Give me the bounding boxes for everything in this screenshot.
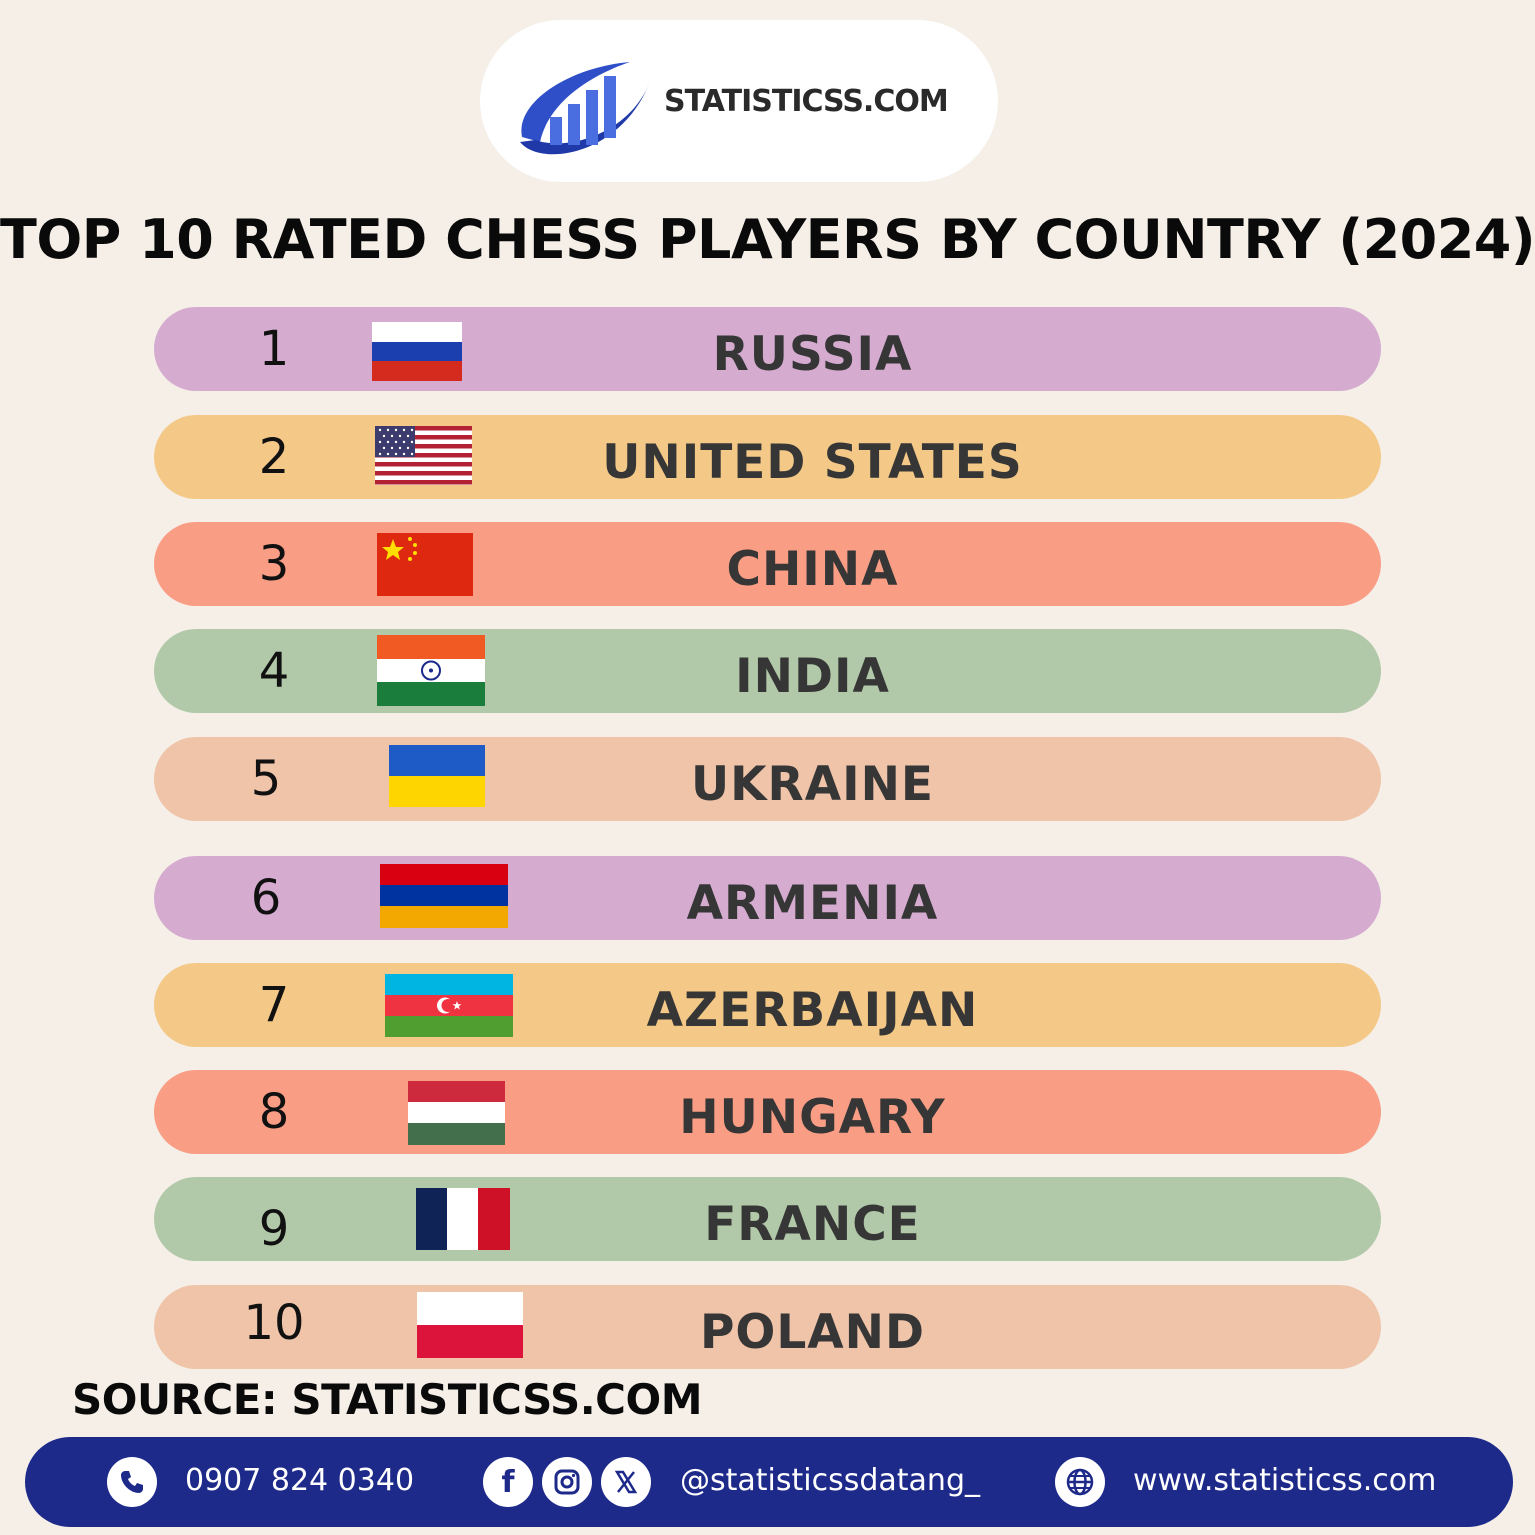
rank-number: 2 (258, 429, 290, 485)
india-flag-icon (377, 635, 485, 706)
poland-flag-icon (417, 1292, 523, 1358)
list-item: 9 FRANCE (154, 1177, 1381, 1261)
list-item: 6 ARMENIA (154, 856, 1381, 940)
footer-bar: 0907 824 0340 f @statisticssdatang_ www.… (25, 1437, 1513, 1527)
country-name: HUNGARY (679, 1090, 946, 1145)
phone-icon[interactable] (107, 1457, 157, 1507)
phone-number[interactable]: 0907 824 0340 (185, 1463, 415, 1498)
statisticss-logo-icon (520, 62, 650, 155)
rank-number: 6 (250, 870, 282, 926)
social-handle[interactable]: @statisticssdatang_ (680, 1463, 980, 1498)
rank-number: 3 (258, 536, 290, 592)
globe-icon[interactable] (1055, 1457, 1105, 1507)
rank-number: 8 (258, 1084, 290, 1140)
list-item: 1 RUSSIA (154, 307, 1381, 391)
country-name: UKRAINE (690, 757, 935, 812)
ukraine-flag-icon (389, 745, 485, 807)
list-item: 4 INDIA (154, 629, 1381, 713)
country-name: FRANCE (704, 1197, 921, 1252)
list-item: 7 AZERBAIJAN (154, 963, 1381, 1047)
armenia-flag-icon (380, 864, 508, 928)
list-item: 3 CHINA (154, 522, 1381, 606)
list-item: 5 UKRAINE (154, 737, 1381, 821)
country-name: UNITED STATES (602, 435, 1023, 490)
country-name: POLAND (699, 1305, 926, 1360)
rank-number: 4 (258, 643, 290, 699)
rank-number: 10 (243, 1295, 305, 1351)
x-icon[interactable] (601, 1457, 651, 1507)
list-item: 2 UNITED STATES (154, 415, 1381, 499)
logo-badge: STATISTICSS.COM (480, 20, 998, 182)
azerbaijan-flag-icon (385, 974, 513, 1037)
website-link[interactable]: www.statisticss.com (1133, 1463, 1437, 1498)
instagram-icon[interactable] (542, 1457, 592, 1507)
rank-number: 5 (250, 751, 282, 807)
country-name: CHINA (726, 542, 899, 597)
facebook-icon[interactable]: f (483, 1457, 533, 1507)
page-title: TOP 10 RATED CHESS PLAYERS BY COUNTRY (2… (0, 208, 1535, 271)
logo-text: STATISTICSS.COM (664, 84, 949, 119)
rank-number: 1 (258, 321, 290, 377)
source-label: SOURCE: STATISTICSS.COM (72, 1375, 703, 1424)
rank-number: 9 (258, 1201, 290, 1257)
usa-flag-icon (375, 426, 472, 485)
country-name: AZERBAIJAN (646, 983, 979, 1038)
rank-number: 7 (258, 977, 290, 1033)
france-flag-icon (416, 1188, 510, 1250)
country-name: ARMENIA (686, 876, 939, 931)
russia-flag-icon (372, 322, 462, 381)
country-name: INDIA (735, 649, 890, 704)
list-item: 8 HUNGARY (154, 1070, 1381, 1154)
country-name: RUSSIA (712, 327, 913, 382)
china-flag-icon (377, 533, 473, 596)
hungary-flag-icon (408, 1081, 505, 1145)
list-item: 10 POLAND (154, 1285, 1381, 1369)
